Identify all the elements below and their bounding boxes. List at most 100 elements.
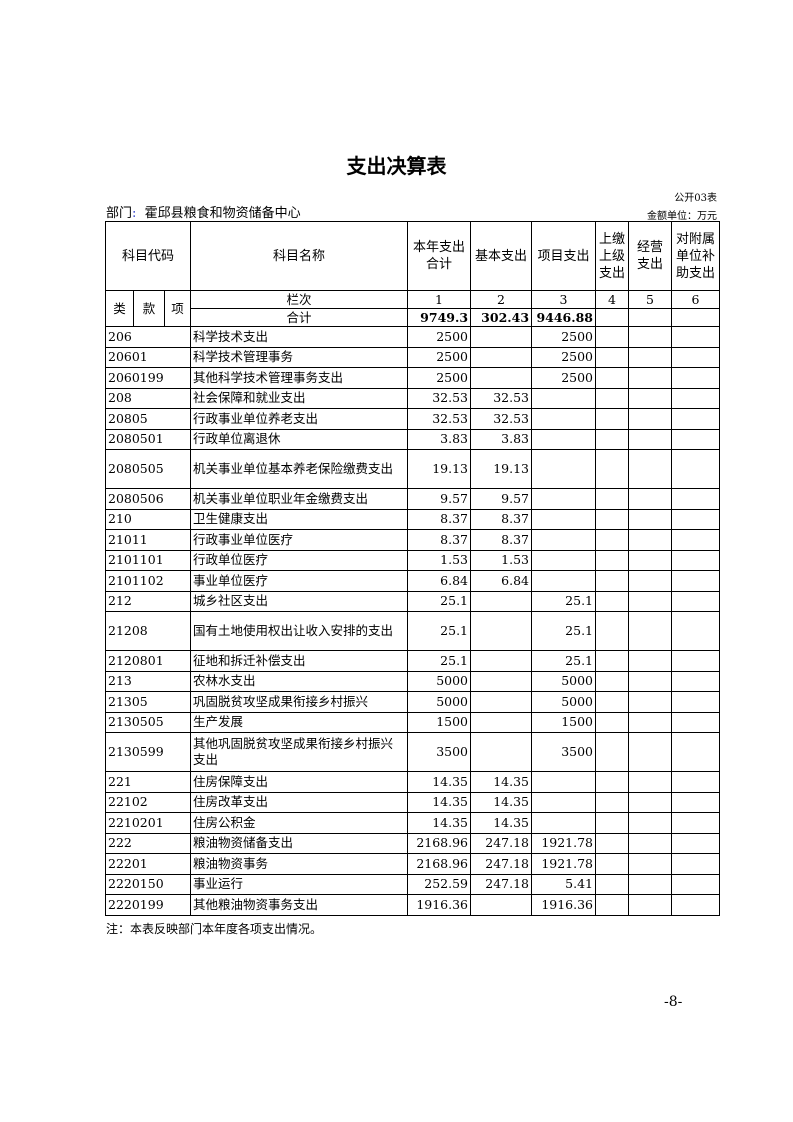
operating-expenditure bbox=[628, 732, 673, 772]
operating-expenditure bbox=[628, 611, 673, 651]
header-col5: 经营支出 bbox=[628, 221, 673, 291]
project-expenditure bbox=[531, 408, 597, 430]
table-row: 20601 科学技术管理事务 2500 2500 bbox=[104, 346, 721, 368]
subject-name: 生产发展 bbox=[190, 711, 409, 733]
operating-expenditure bbox=[628, 570, 673, 592]
subject-code: 21305 bbox=[104, 691, 192, 713]
remit-expenditure bbox=[595, 611, 630, 651]
total-expenditure: 3.83 bbox=[407, 428, 472, 450]
remit-expenditure bbox=[595, 771, 630, 793]
total-expenditure: 32.53 bbox=[407, 408, 472, 430]
subject-name: 行政单位离退休 bbox=[190, 428, 409, 450]
basic-expenditure: 6.84 bbox=[470, 570, 533, 592]
subsidy-expenditure bbox=[671, 346, 721, 368]
subsidy-expenditure bbox=[671, 771, 721, 793]
total-expenditure: 14.35 bbox=[407, 812, 472, 834]
operating-expenditure bbox=[628, 650, 673, 672]
total-expenditure: 2500 bbox=[407, 346, 472, 368]
project-expenditure bbox=[531, 570, 597, 592]
project-expenditure bbox=[531, 771, 597, 793]
column-number-row: 类 款 项 栏次 1 2 3 4 5 6 bbox=[105, 290, 721, 327]
basic-expenditure bbox=[470, 650, 533, 672]
operating-expenditure bbox=[628, 449, 673, 489]
subject-name: 行政单位医疗 bbox=[190, 549, 409, 571]
operating-expenditure bbox=[628, 670, 673, 692]
subject-code: 213 bbox=[104, 670, 192, 692]
total-expenditure: 14.35 bbox=[407, 791, 472, 813]
remit-expenditure bbox=[595, 873, 630, 895]
subject-name: 住房保障支出 bbox=[190, 771, 409, 793]
total-row: 合计 9749.3 302.43 9446.88 bbox=[106, 308, 721, 327]
project-expenditure bbox=[531, 529, 597, 551]
header-xiang: 项 bbox=[163, 290, 192, 327]
table-row: 2220150 事业运行 252.59 247.18 5.41 bbox=[104, 873, 721, 895]
basic-expenditure: 247.18 bbox=[470, 873, 533, 895]
subject-code: 21208 bbox=[104, 611, 192, 651]
operating-expenditure bbox=[628, 691, 673, 713]
basic-expenditure: 14.35 bbox=[470, 771, 533, 793]
operating-expenditure bbox=[628, 590, 673, 612]
header-row: 科目代码 科目名称 本年支出合计 基本支出 项目支出 上缴上级支出 经营支出 对… bbox=[104, 221, 721, 291]
operating-expenditure bbox=[628, 549, 673, 571]
subject-code: 2060199 bbox=[104, 367, 192, 389]
operating-expenditure bbox=[628, 832, 673, 854]
subject-name: 住房公积金 bbox=[190, 812, 409, 834]
project-expenditure bbox=[531, 428, 597, 450]
table-note: 注：本表反映部门本年度各项支出情况。 bbox=[106, 922, 323, 936]
subject-name: 事业运行 bbox=[190, 873, 409, 895]
project-expenditure: 3500 bbox=[531, 732, 597, 772]
header-col2: 基本支出 bbox=[470, 221, 533, 291]
subsidy-expenditure bbox=[671, 508, 721, 530]
operating-expenditure bbox=[628, 812, 673, 834]
operating-expenditure bbox=[628, 873, 673, 895]
total-expenditure: 25.1 bbox=[407, 590, 472, 612]
basic-expenditure: 19.13 bbox=[470, 449, 533, 489]
operating-expenditure bbox=[628, 367, 673, 389]
project-expenditure: 5000 bbox=[531, 691, 597, 713]
table-row: 2080506 机关事业单位职业年金缴费支出 9.57 9.57 bbox=[104, 488, 721, 510]
basic-expenditure bbox=[470, 732, 533, 772]
subject-code: 206 bbox=[104, 326, 192, 348]
basic-expenditure: 8.37 bbox=[470, 529, 533, 551]
col-number: 3 bbox=[531, 290, 597, 309]
subsidy-expenditure bbox=[671, 590, 721, 612]
table-number: 公开03表 bbox=[674, 193, 717, 204]
basic-expenditure: 32.53 bbox=[470, 387, 533, 409]
total-expenditure: 25.1 bbox=[407, 611, 472, 651]
total-expenditure: 5000 bbox=[407, 670, 472, 692]
operating-expenditure bbox=[628, 408, 673, 430]
subject-code: 2130599 bbox=[104, 732, 192, 772]
total-expenditure: 1916.36 bbox=[407, 894, 472, 916]
header-col3: 项目支出 bbox=[531, 221, 597, 291]
remit-expenditure bbox=[595, 711, 630, 733]
subsidy-expenditure bbox=[671, 853, 721, 875]
department-name: 霍邱县粮食和物资储备中心 bbox=[144, 206, 301, 221]
subsidy-expenditure bbox=[671, 873, 721, 895]
remit-expenditure bbox=[595, 832, 630, 854]
remit-expenditure bbox=[595, 449, 630, 489]
department-colon: : bbox=[132, 206, 137, 221]
total-expenditure: 19.13 bbox=[407, 449, 472, 489]
project-expenditure: 1916.36 bbox=[531, 894, 597, 916]
basic-expenditure bbox=[470, 611, 533, 651]
table-row: 206 科学技术支出 2500 2500 bbox=[104, 326, 721, 348]
remit-expenditure bbox=[595, 590, 630, 612]
subsidy-expenditure bbox=[671, 691, 721, 713]
subsidy-expenditure bbox=[671, 549, 721, 571]
total-col2: 302.43 bbox=[470, 308, 533, 327]
subject-name: 其他科学技术管理事务支出 bbox=[190, 367, 409, 389]
basic-expenditure: 1.53 bbox=[470, 549, 533, 571]
subject-name: 粮油物资事务 bbox=[190, 853, 409, 875]
basic-expenditure: 14.35 bbox=[470, 812, 533, 834]
subsidy-expenditure bbox=[671, 650, 721, 672]
table-row: 2080505 机关事业单位基本养老保险缴费支出 19.13 19.13 bbox=[104, 449, 721, 489]
subsidy-expenditure bbox=[671, 791, 721, 813]
subject-code: 2101102 bbox=[104, 570, 192, 592]
subject-name: 机关事业单位职业年金缴费支出 bbox=[190, 488, 409, 510]
subsidy-expenditure bbox=[671, 711, 721, 733]
col-number: 2 bbox=[470, 290, 533, 309]
basic-expenditure: 247.18 bbox=[470, 832, 533, 854]
basic-expenditure bbox=[470, 670, 533, 692]
table-row: 213 农林水支出 5000 5000 bbox=[104, 670, 721, 692]
total-expenditure: 32.53 bbox=[407, 387, 472, 409]
